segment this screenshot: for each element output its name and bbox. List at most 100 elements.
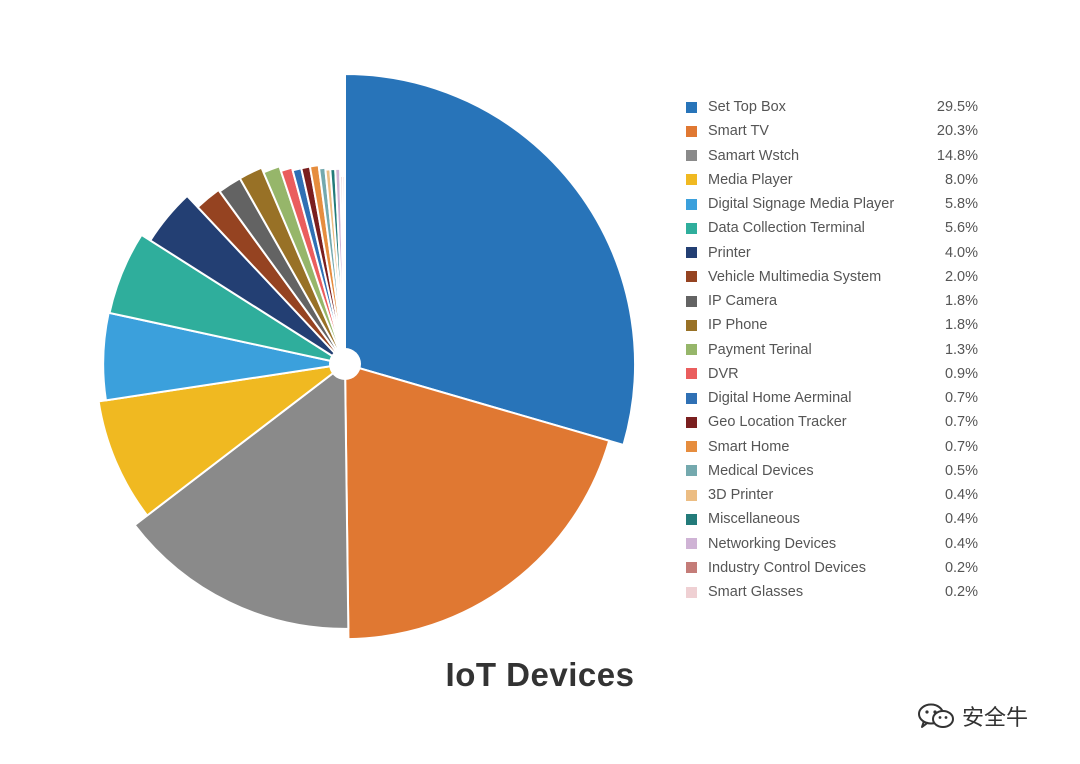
legend-label: DVR (708, 365, 739, 382)
legend-label: Printer (708, 244, 751, 261)
legend-swatch (686, 344, 697, 356)
pie-slice (341, 174, 346, 365)
legend-value: 0.9% (944, 365, 978, 382)
legend-item: Payment Terinal 1.3% (686, 338, 978, 362)
legend-swatch (686, 271, 697, 283)
pie-slice (133, 363, 350, 630)
pie-slice (279, 166, 346, 365)
pie-chart (97, 73, 636, 641)
legend-label: Smart Home (708, 438, 790, 455)
pie-slice (238, 166, 346, 365)
legend-value: 0.7% (944, 414, 978, 431)
legend-label: Data Collection Terminal (708, 220, 865, 237)
legend-item: Data Collection Terminal 5.6% (686, 216, 978, 240)
legend-item: Vehicle Multimedia System 2.0% (686, 265, 978, 289)
legend-label: Media Player (708, 171, 793, 188)
pie-slice (344, 363, 611, 641)
chart-legend: Set Top Box 29.5% Smart TV 20.3% Samart Wstc… (686, 95, 978, 604)
legend-label: Payment Terinal (708, 341, 812, 358)
legend-label: Miscellaneous (708, 511, 800, 528)
legend-value: 14.8% (936, 147, 978, 164)
legend-label: Networking Devices (708, 535, 837, 552)
legend-swatch (686, 247, 697, 259)
legend-item: Smart Home 0.7% (686, 435, 978, 459)
legend-item: Miscellaneous 0.4% (686, 507, 978, 531)
legend-value: 20.3% (936, 123, 978, 140)
legend-label: IP Phone (708, 317, 768, 334)
legend-value: 8.0% (944, 171, 978, 188)
legend-swatch (686, 562, 697, 574)
pie-slice (318, 166, 346, 365)
pie-slice (108, 233, 346, 365)
legend-label: Vehicle Multimedia System (708, 268, 882, 285)
legend-value: 0.4% (944, 511, 978, 528)
wechat-icon (918, 703, 954, 728)
legend-swatch (686, 416, 697, 428)
legend-swatch (686, 101, 697, 113)
legend-swatch (686, 538, 697, 550)
legend-label: Smart Glasses (708, 584, 804, 601)
pie-slice (308, 164, 346, 365)
legend-swatch (686, 174, 697, 186)
legend-item: Smart Glasses 0.2% (686, 580, 978, 604)
legend-label: Medical Devices (708, 462, 814, 479)
pie-slice (344, 73, 636, 446)
legend-label: Set Top Box (708, 99, 786, 116)
legend-value: 1.3% (944, 341, 978, 358)
watermark: 安全牛 (916, 700, 1028, 732)
legend-label: Smart TV (708, 123, 769, 140)
legend-item: 3D Printer 0.4% (686, 483, 978, 507)
legend-swatch (686, 198, 697, 210)
legend-value: 29.5% (936, 99, 978, 116)
legend-item: Smart TV 20.3% (686, 119, 978, 143)
legend-label: Geo Location Tracker (708, 414, 847, 431)
legend-value: 0.2% (944, 559, 978, 576)
legend-value: 5.8% (944, 196, 978, 213)
legend-value: 2.0% (944, 268, 978, 285)
legend-swatch (686, 513, 697, 525)
pie-slice (334, 167, 346, 365)
legend-value: 0.7% (944, 438, 978, 455)
legend-value: 0.4% (944, 487, 978, 504)
legend-item: Medical Devices 0.5% (686, 459, 978, 483)
legend-label: Digital Home Aerminal (708, 390, 852, 407)
legend-item: IP Camera 1.8% (686, 289, 978, 313)
legend-value: 0.7% (944, 390, 978, 407)
pie-slice (97, 363, 346, 517)
pie-slice (196, 188, 346, 365)
legend-value: 0.4% (944, 535, 978, 552)
pie-center-hole (329, 348, 361, 380)
legend-swatch (686, 368, 697, 380)
chart-title: IoT Devices (445, 656, 635, 693)
legend-value: 1.8% (944, 317, 978, 334)
legend-swatch (686, 222, 697, 234)
legend-swatch (686, 295, 697, 307)
pie-slice (262, 165, 346, 365)
legend-item: Networking Devices 0.4% (686, 532, 978, 556)
legend-swatch (686, 441, 697, 453)
legend-value: 4.0% (944, 244, 978, 261)
legend-swatch (686, 125, 697, 137)
legend-item: IP Phone 1.8% (686, 313, 978, 337)
legend-item: Digital Home Aerminal 0.7% (686, 386, 978, 410)
legend-swatch (686, 150, 697, 162)
legend-swatch (686, 392, 697, 404)
legend-item: Samart Wstch 14.8% (686, 144, 978, 168)
legend-item: Digital Signage Media Player 5.8% (686, 192, 978, 216)
legend-label: Samart Wstch (708, 147, 800, 164)
legend-value: 0.2% (944, 584, 978, 601)
legend-swatch (686, 465, 697, 477)
legend-swatch (686, 319, 697, 331)
legend-swatch (686, 586, 697, 598)
legend-swatch (686, 489, 697, 501)
legend-value: 5.6% (944, 220, 978, 237)
legend-value: 1.8% (944, 293, 978, 310)
legend-item: Media Player 8.0% (686, 168, 978, 192)
watermark-text: 安全牛 (962, 706, 1029, 731)
legend-label: Digital Signage Media Player (708, 196, 895, 213)
legend-item: Industry Control Devices 0.2% (686, 556, 978, 580)
pie-slice (149, 194, 346, 365)
legend-item: Printer 4.0% (686, 241, 978, 265)
legend-label: Industry Control Devices (708, 559, 866, 576)
legend-item: Set Top Box 29.5% (686, 95, 978, 119)
